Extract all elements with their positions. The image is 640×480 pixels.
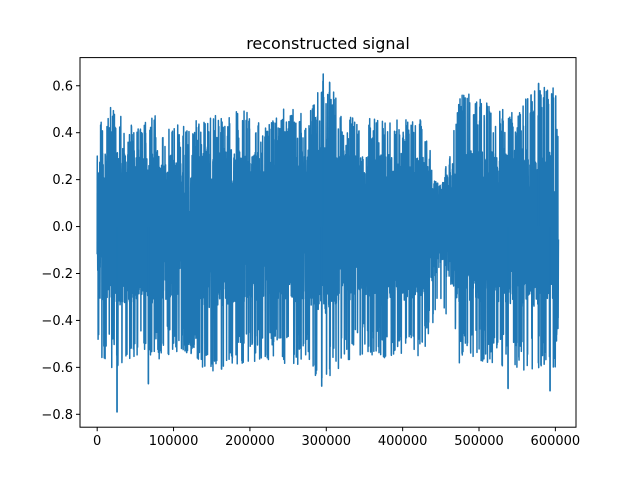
x-tick-label: 100000 xyxy=(149,434,199,449)
y-tick-label: 0.4 xyxy=(52,126,73,141)
y-axis: −0.8 −0.6 −0.4 −0.2 0.0 0.2 0.4 0.6 xyxy=(41,79,80,423)
y-tick-label: −0.2 xyxy=(41,267,73,282)
x-tick-label: 300000 xyxy=(301,434,351,449)
y-tick-label: −0.8 xyxy=(41,408,73,423)
x-tick-label: 400000 xyxy=(378,434,428,449)
x-tick-label: 0 xyxy=(93,434,101,449)
x-tick-label: 600000 xyxy=(531,434,581,449)
y-tick-label: 0.0 xyxy=(52,220,73,235)
signal-line xyxy=(96,73,560,413)
axes-frame xyxy=(79,57,577,428)
x-tick-label: 200000 xyxy=(225,434,275,449)
plot-area xyxy=(96,73,560,413)
y-tick-label: −0.6 xyxy=(41,361,73,376)
y-tick-label: −0.4 xyxy=(41,314,73,329)
y-tick-label: 0.2 xyxy=(52,173,73,188)
x-tick-label: 500000 xyxy=(454,434,504,449)
chart-title: reconstructed signal xyxy=(246,34,410,53)
x-axis: 0 100000 200000 300000 400000 500000 600000 xyxy=(93,427,580,449)
y-tick-label: 0.6 xyxy=(52,79,73,94)
